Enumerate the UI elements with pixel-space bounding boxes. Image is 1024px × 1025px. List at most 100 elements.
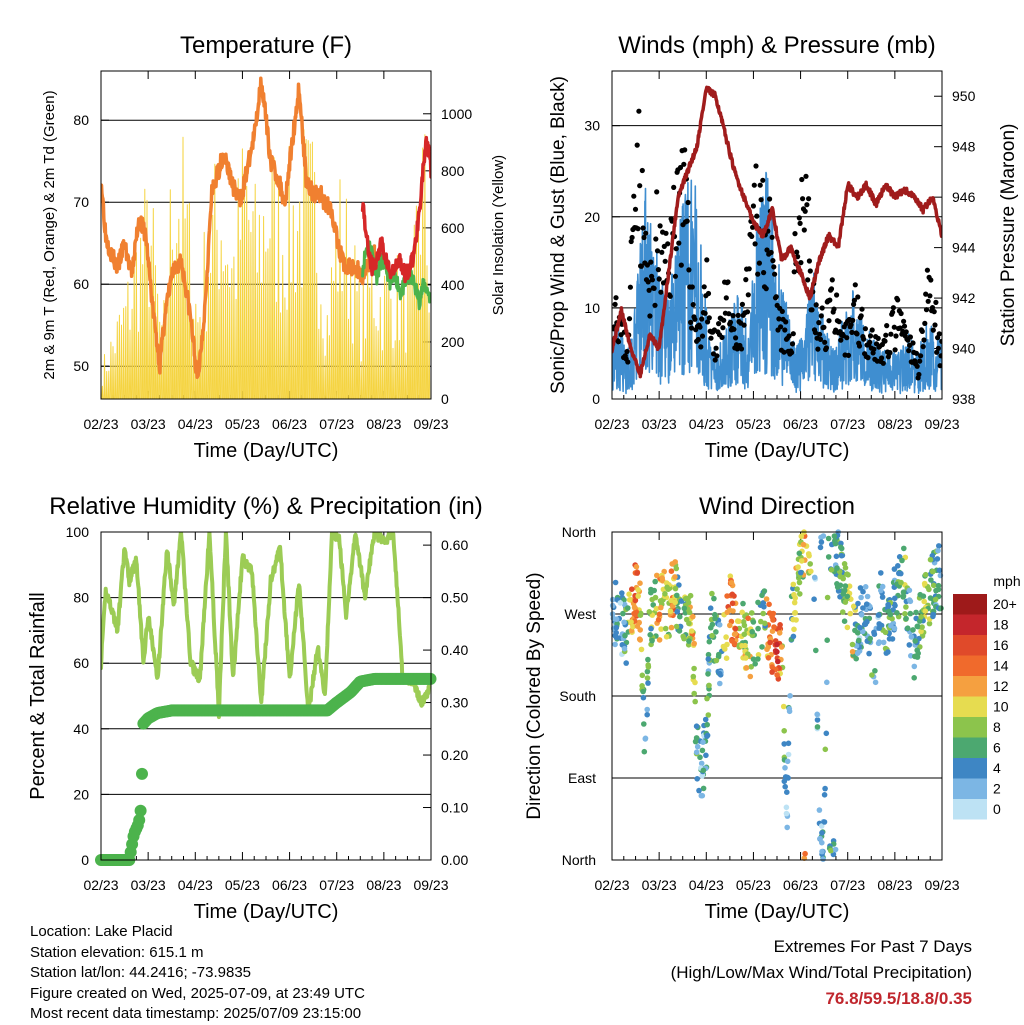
direction-point xyxy=(879,594,886,600)
direction-point xyxy=(662,591,668,597)
wind-gust-point xyxy=(745,292,751,298)
wind-gust-point xyxy=(648,259,654,265)
wind-gust-point xyxy=(631,193,637,199)
direction-point xyxy=(833,553,840,560)
wind-gust-point xyxy=(771,264,777,270)
direction-point xyxy=(761,588,768,594)
direction-point xyxy=(930,613,936,620)
wind-gust-point xyxy=(672,273,679,279)
direction-xtick-label: 02/23 xyxy=(594,877,629,893)
station-pressure-line xyxy=(612,85,942,379)
speed-legend-swatch xyxy=(953,799,987,820)
direction-point xyxy=(922,571,929,578)
direction-point xyxy=(609,596,616,603)
wind-gust-point xyxy=(632,206,639,212)
wind-gust-point xyxy=(882,338,888,344)
direction-xtick-label: 03/23 xyxy=(642,877,677,893)
precip-point xyxy=(134,804,147,817)
humidity-y2tick-label: 0.20 xyxy=(441,747,468,763)
direction-point xyxy=(691,640,697,647)
wind-gust-point xyxy=(735,312,741,318)
wind-gust-point xyxy=(746,266,752,272)
direction-point xyxy=(694,743,701,750)
wind-gust-point xyxy=(612,301,618,307)
wind-gust-point xyxy=(883,332,889,338)
direction-point xyxy=(672,585,679,592)
wind-gust-point xyxy=(738,346,745,352)
wind-gust-point xyxy=(910,340,916,346)
temperature-y2tick-label: 200 xyxy=(441,334,465,350)
direction-point xyxy=(712,615,718,622)
direction-title: Wind Direction xyxy=(699,493,855,520)
direction-point xyxy=(912,653,918,660)
winds-ytick-label: 0 xyxy=(592,391,600,407)
direction-point xyxy=(742,642,748,649)
direction-point xyxy=(707,605,714,611)
direction-point xyxy=(817,544,824,551)
direction-point xyxy=(620,610,626,617)
direction-point xyxy=(691,690,697,697)
wind-gust-point xyxy=(827,297,833,303)
direction-point xyxy=(832,846,839,853)
wind-gust-point xyxy=(859,306,865,312)
direction-point xyxy=(898,579,904,586)
winds-y2tick-label: 944 xyxy=(952,240,976,256)
solar-insolation-line xyxy=(101,129,431,399)
direction-point xyxy=(696,787,702,794)
wind-gust-point xyxy=(712,357,718,363)
direction-point xyxy=(774,672,780,678)
direction-point xyxy=(626,597,633,603)
direction-point xyxy=(774,649,780,655)
wind-gust-point xyxy=(733,335,739,341)
direction-point xyxy=(759,644,765,650)
direction-point xyxy=(765,655,772,661)
direction-point xyxy=(613,634,620,641)
winds-xtick-label: 09/23 xyxy=(924,416,959,432)
wind-gust-point xyxy=(898,310,904,317)
direction-point xyxy=(649,637,655,644)
direction-point xyxy=(866,650,872,657)
wind-gust-point xyxy=(721,317,727,323)
direction-point xyxy=(828,847,834,854)
direction-ylabel: Direction (Colored By Speed) xyxy=(524,572,545,819)
wind-gust-point xyxy=(924,267,931,273)
direction-point xyxy=(729,600,736,607)
wind-gust-point xyxy=(856,343,863,349)
direction-point xyxy=(648,625,654,632)
direction-point xyxy=(849,648,856,655)
humidity-xtick-label: 04/23 xyxy=(178,877,213,893)
wind-gust-point xyxy=(739,301,746,307)
direction-point xyxy=(875,640,882,647)
direction-point xyxy=(694,776,700,782)
wind-gust-point xyxy=(697,324,703,330)
direction-point xyxy=(622,632,628,639)
direction-point xyxy=(690,673,697,680)
direction-point xyxy=(686,609,693,616)
humidity-title: Relative Humidity (%) & Precipitation (i… xyxy=(49,493,482,520)
direction-point xyxy=(662,625,669,632)
direction-point xyxy=(716,651,722,658)
direction-point xyxy=(781,778,788,785)
temperature-title: Temperature (F) xyxy=(180,32,352,59)
humidity-xtick-label: 05/23 xyxy=(225,877,260,893)
direction-point xyxy=(728,580,735,586)
wind-gust-point xyxy=(799,176,805,183)
wind-gust-point xyxy=(861,336,867,342)
wind-gust-point xyxy=(685,199,691,206)
direction-point xyxy=(785,751,792,758)
temperature-y2tick-label: 1000 xyxy=(441,106,472,122)
direction-point xyxy=(685,599,692,606)
direction-point xyxy=(885,649,891,655)
direction-point xyxy=(752,661,758,667)
extremes-values: 76.8/59.5/18.8/0.35 xyxy=(825,989,972,1008)
direction-point xyxy=(775,658,781,665)
wind-gust-point xyxy=(639,167,645,174)
temperature-y2tick-label: 400 xyxy=(441,277,465,293)
direction-point xyxy=(922,608,929,614)
direction-point xyxy=(814,717,821,723)
direction-point xyxy=(645,664,652,670)
winds-y2tick-label: 948 xyxy=(952,139,976,155)
direction-xtick-label: 09/23 xyxy=(924,877,959,893)
wind-gust-point xyxy=(891,324,897,330)
speed-legend-swatch xyxy=(953,737,987,758)
